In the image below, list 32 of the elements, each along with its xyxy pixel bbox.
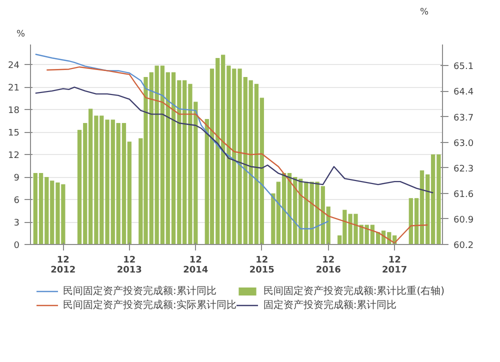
y2-tick-label: 60.9 <box>454 215 474 226</box>
y2-tick-label: 60.2 <box>454 241 474 251</box>
x-tick-label: 12 2014 <box>183 256 208 276</box>
y-tick-label: 15 <box>8 128 20 139</box>
line-series <box>34 54 329 230</box>
y-axis-title: % <box>16 30 26 40</box>
x-tick-label: 12 2016 <box>316 256 341 276</box>
x-tick-label: 12 2013 <box>116 256 142 276</box>
line-series <box>46 66 428 244</box>
x-tick-label: 12 2012 <box>50 256 76 276</box>
line-series <box>34 86 434 194</box>
legend-label: 民间固定资产投资完成额:累计同比 <box>63 284 216 298</box>
y2-axis-title: % <box>420 8 429 18</box>
y2-tick-label: 62.3 <box>454 164 474 174</box>
y-tick-label: 18 <box>8 106 20 116</box>
legend-label: 固定资产投资完成额:累计同比 <box>263 298 397 312</box>
y-tick-label: 0 <box>14 241 20 251</box>
y-tick-label: 24 <box>8 61 20 72</box>
y2-tick-label: 61.6 <box>454 190 474 200</box>
x-tick-label: 12 2017 <box>382 256 408 276</box>
y-tick-label: 21 <box>8 84 20 94</box>
y2-tick-label: 63.7 <box>454 113 474 124</box>
y2-tick-label: 65.1 <box>454 62 474 72</box>
y-tick-label: 12 <box>8 151 20 162</box>
legend-label: 民间固定资产投资完成额:累计比重(右轴) <box>263 284 445 298</box>
y2-tick-label: 63.0 <box>454 138 474 149</box>
y2-tick-label: 64.4 <box>454 88 474 98</box>
x-tick-label: 12 2015 <box>249 256 274 276</box>
y-tick-label: 6 <box>14 196 20 206</box>
y-tick-label: 3 <box>14 218 20 229</box>
y-tick-label: 9 <box>14 174 20 184</box>
legend-label: 民间固定资产投资完成额:实际累计同比 <box>63 298 236 312</box>
